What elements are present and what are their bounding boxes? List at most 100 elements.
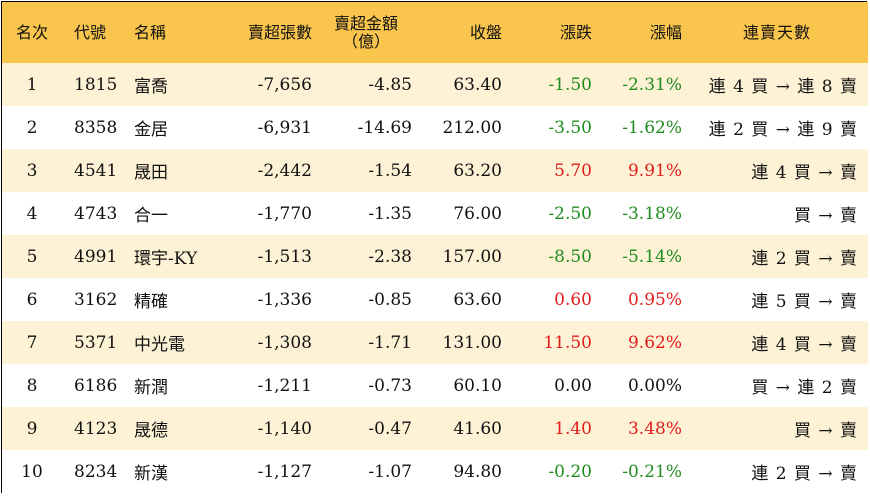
rank-cell: 9 (26, 418, 38, 439)
change-pct-cell: -5.14% (622, 246, 682, 267)
header-streak: 連賣天數 (742, 22, 811, 42)
header-net-sell-amount: 賣超金額 （億） (316, 2, 416, 63)
header-net-sell-lots: 賣超張數 (247, 22, 312, 42)
change-cell: -0.20 (548, 461, 592, 482)
streak-cell: 連 5 買 → 賣 (751, 292, 858, 312)
table-row: 8 6186 新潤 -1,211 -0.73 60.10 0.00 0.00% 買 → 連 2 … (2, 364, 868, 407)
code-cell: 3162 (74, 289, 118, 310)
streak-cell: 買 → 連 2 賣 (751, 378, 858, 398)
streak-cell: 連 2 買 → 賣 (751, 249, 858, 269)
table-row: 5 4991 環宇-KY -1,513 -2.38 157.00 -8.50 -5.14% 連 … (2, 235, 868, 278)
table-header-row: 名次 代號 名稱 賣超張數 賣超金額 （億） 收盤 漲跌 漲幅 連賣天數 (2, 2, 868, 63)
change-cell: -3.50 (548, 117, 592, 138)
change-pct-cell: 9.62% (627, 332, 682, 353)
change-pct-cell: -3.18% (622, 203, 682, 224)
close-price-cell: 131.00 (442, 332, 502, 353)
code-cell: 8234 (74, 461, 118, 482)
close-price-cell: 63.40 (453, 74, 502, 95)
streak-cell: 連 4 買 → 賣 (751, 335, 858, 355)
change-pct-cell: -0.21% (622, 461, 682, 482)
streak-cell: 連 2 買 → 賣 (751, 464, 858, 484)
net-sell-lots-cell: -1,140 (257, 418, 312, 439)
header-name: 名稱 (134, 22, 167, 42)
net-sell-amount-cell: -1.35 (368, 203, 412, 224)
net-sell-lots-cell: -1,127 (257, 461, 312, 482)
change-pct-cell: 9.91% (627, 160, 682, 181)
rank-cell: 7 (26, 332, 38, 353)
change-cell: 5.70 (554, 160, 592, 181)
rank-cell: 2 (26, 117, 38, 138)
net-sell-amount-cell: -4.85 (368, 74, 412, 95)
header-code: 代號 (74, 22, 107, 42)
net-sell-lots-cell: -1,513 (257, 246, 312, 267)
name-cell: 環宇-KY (134, 249, 198, 269)
rank-cell: 5 (26, 246, 38, 267)
net-sell-amount-cell: -1.54 (368, 160, 412, 181)
streak-cell: 連 4 買 → 賣 (751, 163, 858, 183)
table-row: 1 1815 富喬 -7,656 -4.85 63.40 -1.50 -2.31% 連 4 買 … (2, 63, 868, 106)
close-price-cell: 60.10 (453, 375, 502, 396)
code-cell: 4541 (74, 160, 118, 181)
name-cell: 金居 (134, 120, 168, 140)
rank-cell: 3 (26, 160, 38, 181)
code-cell: 4991 (74, 246, 118, 267)
header-rank: 名次 (15, 22, 48, 42)
table-row: 7 5371 中光電 -1,308 -1.71 131.00 11.50 9.62% 連 4 買… (2, 321, 868, 364)
net-sell-lots-cell: -1,211 (257, 375, 312, 396)
header-net-sell-amount-line2: （億） (341, 31, 390, 51)
rank-cell: 8 (26, 375, 38, 396)
change-cell: -8.50 (548, 246, 592, 267)
code-cell: 1815 (74, 74, 118, 95)
table-row: 10 8234 新漢 -1,127 -1.07 94.80 -0.20 -0.21% 連 2 買… (2, 450, 868, 493)
table-row: 4 4743 合一 -1,770 -1.35 76.00 -2.50 -3.18% 買 → 賣 (2, 192, 868, 235)
net-sell-amount-cell: -0.73 (368, 375, 412, 396)
change-pct-cell: 0.95% (627, 289, 682, 310)
rank-cell: 4 (26, 203, 38, 224)
net-sell-amount-cell: -1.07 (368, 461, 412, 482)
name-cell: 精確 (134, 292, 168, 312)
table-row: 9 4123 晟德 -1,140 -0.47 41.60 1.40 3.48% 買 → 賣 (2, 407, 868, 450)
code-cell: 8358 (74, 117, 118, 138)
close-price-cell: 94.80 (453, 461, 502, 482)
net-sell-amount-cell: -0.85 (368, 289, 412, 310)
change-cell: -2.50 (548, 203, 592, 224)
code-cell: 5371 (74, 332, 118, 353)
streak-cell: 連 4 買 → 連 8 賣 (708, 77, 858, 97)
header-net-sell-amount-line1: 賣超金額 (333, 13, 398, 33)
code-cell: 6186 (74, 375, 118, 396)
name-cell: 晟德 (134, 421, 168, 441)
change-cell: 0.60 (554, 289, 592, 310)
table-row: 2 8358 金居 -6,931 -14.69 212.00 -3.50 -1.62% 連 2 … (2, 106, 868, 149)
streak-cell: 買 → 賣 (793, 421, 858, 441)
rank-cell: 10 (21, 461, 43, 482)
rank-cell: 1 (26, 74, 38, 95)
net-sell-lots-cell: -6,931 (257, 117, 312, 138)
net-sell-amount-cell: -0.47 (368, 418, 412, 439)
net-sell-lots-cell: -2,442 (257, 160, 312, 181)
change-cell: 0.00 (554, 375, 592, 396)
streak-cell: 連 2 買 → 連 9 賣 (708, 120, 858, 140)
net-sell-amount-cell: -1.71 (368, 332, 412, 353)
table-row: 3 4541 晟田 -2,442 -1.54 63.20 5.70 9.91% 連 4 買 → … (2, 149, 868, 192)
net-sell-lots-cell: -1,336 (257, 289, 312, 310)
net-sell-lots-cell: -7,656 (257, 74, 312, 95)
header-change: 漲跌 (559, 22, 592, 42)
net-sell-amount-cell: -2.38 (368, 246, 412, 267)
net-sell-lots-cell: -1,308 (257, 332, 312, 353)
close-price-cell: 157.00 (442, 246, 502, 267)
name-cell: 新潤 (134, 378, 168, 398)
close-price-cell: 63.60 (453, 289, 502, 310)
name-cell: 晟田 (134, 163, 168, 183)
change-pct-cell: -2.31% (622, 74, 682, 95)
close-price-cell: 41.60 (453, 418, 502, 439)
change-pct-cell: 3.48% (627, 418, 682, 439)
change-cell: 11.50 (543, 332, 592, 353)
net-sell-amount-cell: -14.69 (357, 117, 412, 138)
close-price-cell: 63.20 (453, 160, 502, 181)
code-cell: 4743 (74, 203, 118, 224)
code-cell: 4123 (74, 418, 118, 439)
name-cell: 合一 (134, 206, 168, 226)
change-pct-cell: 0.00% (627, 375, 682, 396)
name-cell: 中光電 (134, 335, 185, 355)
